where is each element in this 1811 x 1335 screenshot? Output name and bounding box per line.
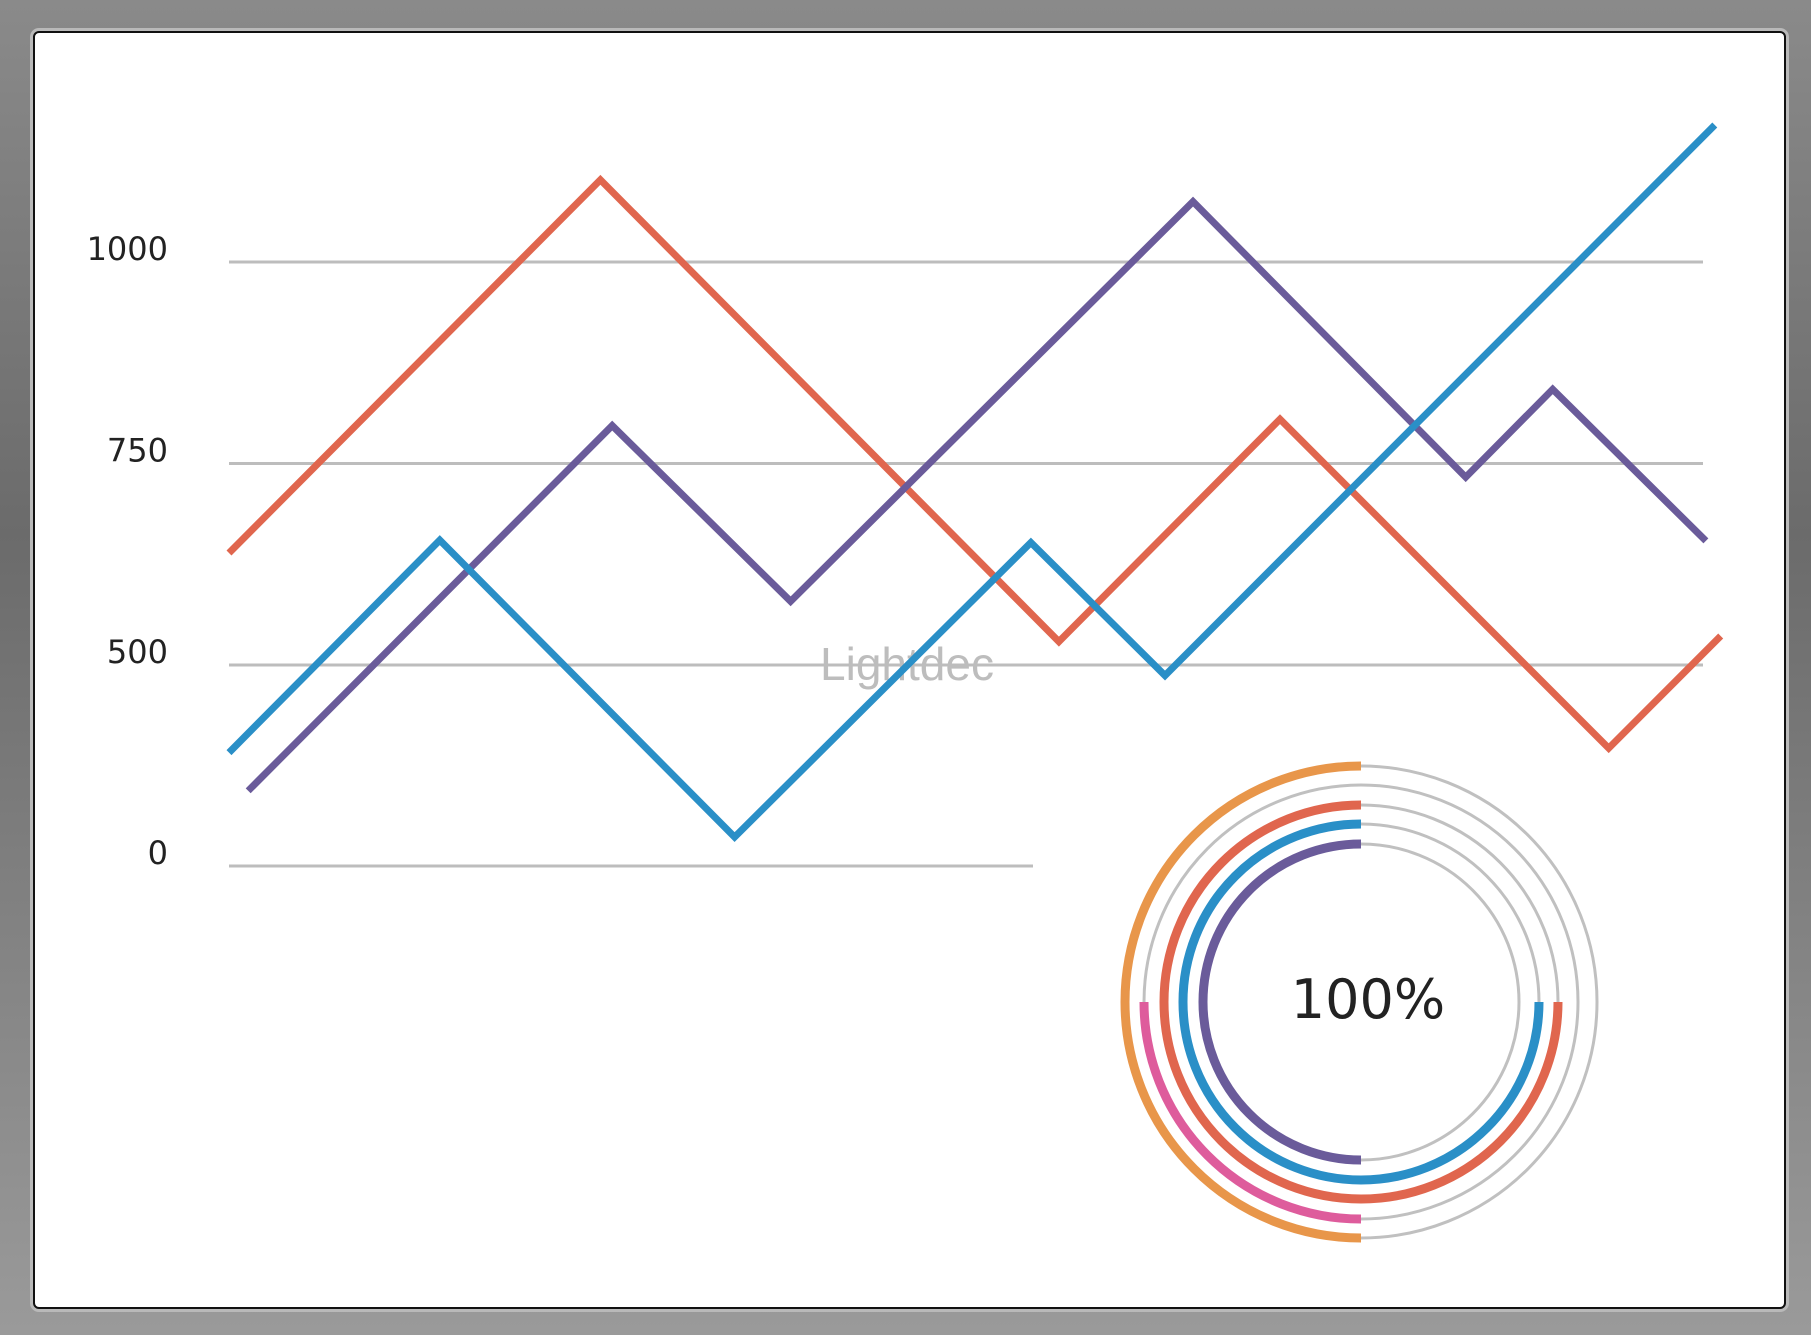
y-tick-label: 750 (107, 432, 168, 470)
ring-progress-arc-4 (1198, 839, 1362, 1165)
gridlines (229, 260, 1703, 868)
ring-progress-arc-1 (1139, 1001, 1362, 1224)
ring-progress-arc-2 (1159, 800, 1563, 1204)
y-tick-label: 500 (107, 633, 168, 671)
y-tick-label: 0 (148, 834, 168, 872)
series-line-1 (245, 196, 1709, 794)
y-axis-ticks: 1000 750 500 0 (87, 230, 168, 872)
ring-progress-arc-3 (1178, 819, 1544, 1185)
whiteboard (33, 31, 1786, 1309)
line-series (226, 122, 1724, 843)
y-tick-label: 1000 (87, 230, 168, 268)
radial-center-label: 100% (1291, 968, 1445, 1031)
radial-progress (1120, 761, 1599, 1243)
ring-progress-arc-0 (1120, 761, 1362, 1243)
series-line-2 (226, 122, 1718, 843)
series-line-0 (226, 174, 1724, 754)
